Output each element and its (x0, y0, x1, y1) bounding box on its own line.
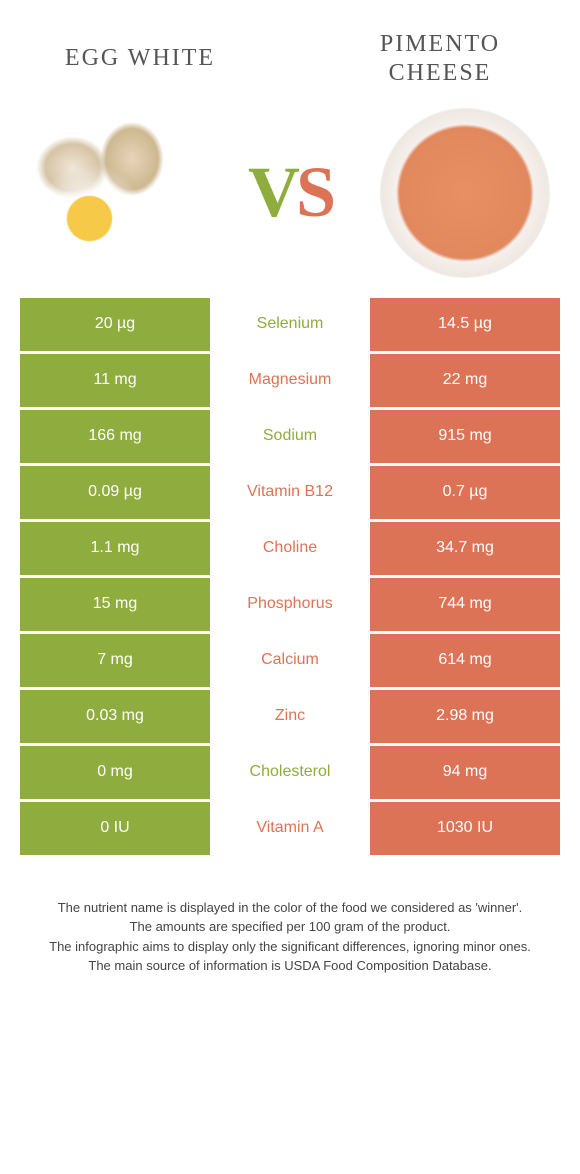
vs-s: S (296, 152, 332, 232)
cell-right-value: 744 mg (370, 578, 560, 631)
cell-left-value: 15 mg (20, 578, 210, 631)
comparison-table: 20 µgSelenium14.5 µg11 mgMagnesium22 mg1… (20, 298, 560, 858)
cell-nutrient-name: Calcium (210, 634, 370, 687)
cell-right-value: 0.7 µg (370, 466, 560, 519)
table-row: 0 IUVitamin A1030 IU (20, 802, 560, 858)
cell-right-value: 94 mg (370, 746, 560, 799)
cell-left-value: 166 mg (20, 410, 210, 463)
cell-right-value: 2.98 mg (370, 690, 560, 743)
images-row: VS (0, 98, 580, 298)
cell-right-value: 14.5 µg (370, 298, 560, 351)
footer-line: The infographic aims to display only the… (30, 937, 550, 957)
cell-left-value: 0 mg (20, 746, 210, 799)
table-row: 7 mgCalcium614 mg (20, 634, 560, 690)
table-row: 11 mgMagnesium22 mg (20, 354, 560, 410)
footer-line: The nutrient name is displayed in the co… (30, 898, 550, 918)
cell-right-value: 915 mg (370, 410, 560, 463)
cell-left-value: 11 mg (20, 354, 210, 407)
cell-left-value: 1.1 mg (20, 522, 210, 575)
pimento-cheese-image (380, 108, 550, 278)
cell-nutrient-name: Vitamin A (210, 802, 370, 855)
cell-left-value: 0.03 mg (20, 690, 210, 743)
title-left: EGG WHITE (40, 44, 240, 73)
cell-nutrient-name: Zinc (210, 690, 370, 743)
header: EGG WHITE PIMENTO CHEESE (0, 0, 580, 98)
table-row: 1.1 mgCholine34.7 mg (20, 522, 560, 578)
vs-label: VS (248, 151, 332, 234)
cell-right-value: 614 mg (370, 634, 560, 687)
table-row: 0.09 µgVitamin B120.7 µg (20, 466, 560, 522)
footer-line: The amounts are specified per 100 gram o… (30, 917, 550, 937)
cell-right-value: 34.7 mg (370, 522, 560, 575)
cell-nutrient-name: Phosphorus (210, 578, 370, 631)
cell-nutrient-name: Magnesium (210, 354, 370, 407)
cell-nutrient-name: Sodium (210, 410, 370, 463)
cell-nutrient-name: Vitamin B12 (210, 466, 370, 519)
table-row: 15 mgPhosphorus744 mg (20, 578, 560, 634)
cell-nutrient-name: Selenium (210, 298, 370, 351)
cell-left-value: 7 mg (20, 634, 210, 687)
egg-white-image (30, 108, 200, 278)
title-right: PIMENTO CHEESE (340, 30, 540, 88)
cell-right-value: 1030 IU (370, 802, 560, 855)
cell-nutrient-name: Choline (210, 522, 370, 575)
footer-notes: The nutrient name is displayed in the co… (0, 858, 580, 976)
footer-line: The main source of information is USDA F… (30, 956, 550, 976)
cell-right-value: 22 mg (370, 354, 560, 407)
table-row: 20 µgSelenium14.5 µg (20, 298, 560, 354)
table-row: 0.03 mgZinc2.98 mg (20, 690, 560, 746)
vs-v: V (248, 152, 296, 232)
table-row: 0 mgCholesterol94 mg (20, 746, 560, 802)
cell-left-value: 0.09 µg (20, 466, 210, 519)
cell-nutrient-name: Cholesterol (210, 746, 370, 799)
cell-left-value: 20 µg (20, 298, 210, 351)
cell-left-value: 0 IU (20, 802, 210, 855)
table-row: 166 mgSodium915 mg (20, 410, 560, 466)
